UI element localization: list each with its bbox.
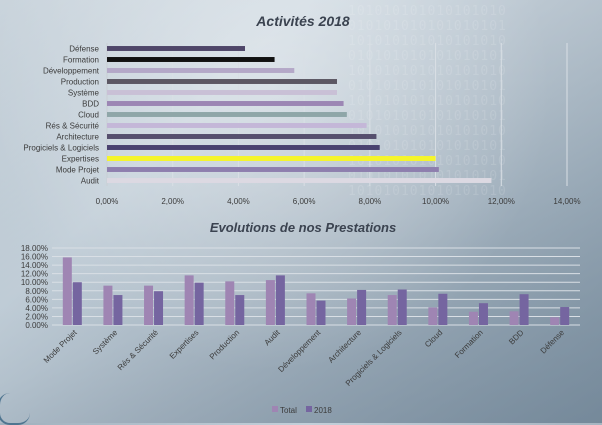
chart1-category-label: BDD <box>82 100 99 109</box>
chart2-bar-total <box>184 275 194 325</box>
chart1-category-label: Architecture <box>56 133 99 142</box>
chart2-category-label: Rés & Sécurité <box>116 328 160 372</box>
chart2-y-tick-label: 14.00% <box>21 261 48 270</box>
chart2-bar-total <box>468 311 478 325</box>
chart1-bar <box>107 57 275 62</box>
chart2-bar-2018 <box>357 289 367 325</box>
chart2-category-label: BDD <box>507 328 525 346</box>
chart1-x-tick-label: 6,00% <box>293 197 316 206</box>
chart1-bar <box>107 156 436 161</box>
chart1-x-tick-label: 10,00% <box>422 197 449 206</box>
chart1-x-tick-label: 4,00% <box>227 197 250 206</box>
chart2-bar-2018 <box>316 300 326 325</box>
chart2-y-tick-label: 8.00% <box>25 287 48 296</box>
chart2-bar-total <box>62 257 72 325</box>
chart1-title: Activités 2018 <box>255 13 350 29</box>
chart1-bar <box>107 101 344 106</box>
chart2-bar-2018 <box>154 291 164 325</box>
chart2-category-label: Cloud <box>423 328 444 349</box>
chart2-category-label: Production <box>208 328 241 361</box>
chart2-category-label: Architecture <box>326 328 363 365</box>
chart2-bar-total <box>509 311 519 325</box>
chart1-bar <box>107 178 492 183</box>
chart1-category-label: Mode Projet <box>56 166 100 175</box>
chart2-category-label: Système <box>91 328 120 357</box>
chart2-y-tick-label: 16.00% <box>21 253 48 262</box>
chart2-y-tick-label: 18.00% <box>21 244 48 253</box>
chart2-bar-total <box>428 307 438 325</box>
chart2-bar-total <box>103 285 113 325</box>
chart1-category-label: Expertises <box>62 155 99 164</box>
chart1-bar <box>107 68 295 73</box>
chart2-category-label: Développement <box>276 328 323 375</box>
chart2-bar-2018 <box>72 282 82 325</box>
chart2-bar-2018 <box>397 289 407 325</box>
chart1-category-label: Développement <box>43 67 100 76</box>
chart1-category-label: Défense <box>69 45 99 54</box>
chart2-bar-total <box>225 281 235 325</box>
legend-swatch-total <box>272 406 278 412</box>
chart1-bar <box>107 79 337 84</box>
chart1-bar <box>107 145 380 150</box>
evolutions-bar-chart: 0.00%2.00%4.00%6.00%8.00%10.00%12.00%14.… <box>21 244 580 388</box>
chart1-category-label: Cloud <box>78 111 99 120</box>
chart2-y-tick-label: 12.00% <box>21 270 48 279</box>
chart2-y-tick-label: 10.00% <box>21 278 48 287</box>
chart2-legend: Total 2018 <box>272 406 332 415</box>
chart2-bar-total <box>265 280 275 325</box>
chart1-category-label: Production <box>61 78 99 87</box>
chart2-title: Evolutions de nos Prestations <box>210 220 396 235</box>
chart1-category-label: Formation <box>63 56 99 65</box>
chart1-bar <box>107 123 367 128</box>
chart1-x-tick-label: 12,00% <box>488 197 515 206</box>
chart1-bar <box>107 134 377 139</box>
chart1-bar <box>107 46 245 51</box>
chart1-bar <box>107 112 347 117</box>
chart2-bar-2018 <box>113 295 123 325</box>
chart2-bar-total <box>306 293 316 325</box>
chart2-y-tick-label: 6.00% <box>25 295 48 304</box>
chart1-category-label: Progiciels & Logiciels <box>23 144 99 153</box>
legend-swatch-2018 <box>306 406 312 412</box>
chart2-bar-total <box>144 285 154 325</box>
legend-label-total: Total <box>280 406 297 415</box>
chart1-bar <box>107 90 337 95</box>
chart2-bar-total <box>550 317 560 325</box>
chart1-x-tick-label: 2,00% <box>161 197 184 206</box>
chart2-bar-2018 <box>438 293 448 325</box>
chart1-bar <box>107 167 439 172</box>
chart2-category-label: Formation <box>453 328 485 360</box>
legend-label-2018: 2018 <box>314 406 332 415</box>
chart2-bar-2018 <box>519 294 529 325</box>
chart1-x-tick-label: 14,00% <box>553 197 580 206</box>
chart2-bar-2018 <box>478 303 488 325</box>
chart1-category-label: Audit <box>81 177 100 186</box>
chart2-bar-2018 <box>235 295 245 325</box>
chart2-category-label: Défense <box>539 328 567 356</box>
chart1-category-label: Rés & Sécurité <box>46 122 100 131</box>
chart1-x-tick-label: 0,00% <box>96 197 119 206</box>
chart2-bar-2018 <box>275 275 285 325</box>
chart2-bar-2018 <box>194 282 204 325</box>
activites-bar-chart: 0,00% 2,00% 4,00% 6,00% 8,00% 10,00% 12,00% 14,… <box>23 43 581 206</box>
chart2-y-tick-label: 0.00% <box>25 321 48 330</box>
chart2-category-label: Mode Projet <box>42 328 79 365</box>
chart2-y-tick-label: 4.00% <box>25 304 48 313</box>
chart1-x-tick-label: 8,00% <box>359 197 382 206</box>
chart2-bar-total <box>347 298 357 325</box>
chart1-category-label: Système <box>68 89 100 98</box>
chart2-y-tick-label: 2.00% <box>25 312 48 321</box>
chart2-category-label: Expertises <box>168 328 201 361</box>
chart2-bar-2018 <box>560 307 570 325</box>
chart2-bar-total <box>387 295 397 325</box>
chart2-category-label: Audit <box>263 328 283 348</box>
